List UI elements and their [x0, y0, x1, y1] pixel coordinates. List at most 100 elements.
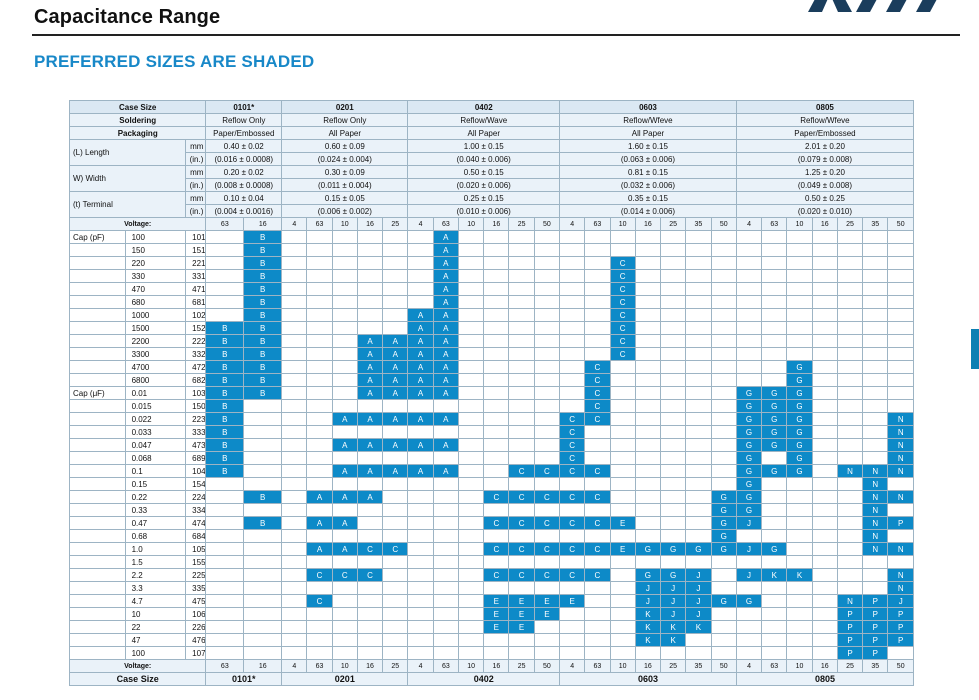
empty-cell: [356, 620, 384, 634]
voltage-value: 16: [356, 659, 384, 673]
empty-cell: [483, 477, 510, 491]
empty-cell: [634, 646, 662, 660]
unit-mm: mm: [185, 165, 207, 179]
thickness-code-cell: J: [685, 607, 712, 621]
empty-cell: [331, 386, 358, 400]
dim-in: (0.010 ± 0.006): [407, 204, 561, 218]
cap-number: 0.047: [124, 438, 187, 452]
empty-cell: [508, 321, 535, 335]
thickness-code-cell: N: [836, 594, 864, 608]
dim-mm: 0.50 ± 0.15: [407, 165, 561, 179]
cap-number: 4700: [124, 360, 187, 374]
thickness-code-cell: P: [862, 607, 889, 621]
thickness-code-cell: C: [508, 542, 535, 556]
empty-cell: [609, 477, 636, 491]
thickness-code-cell: E: [508, 607, 535, 621]
voltage-value: 10: [457, 217, 485, 231]
empty-cell: [457, 594, 485, 608]
cap-value: [69, 490, 126, 504]
empty-cell: [811, 438, 838, 452]
capacitance-table: Case Size 0101* 0201 0402 0603 0805 Soldering R…: [68, 100, 915, 686]
thickness-code-cell: A: [432, 438, 459, 452]
empty-cell: [660, 399, 687, 413]
empty-cell: [281, 256, 308, 270]
cap-code: 332: [185, 347, 207, 361]
cap-value: [69, 412, 126, 426]
thickness-code-cell: B: [205, 347, 245, 361]
thickness-code-cell: A: [407, 438, 434, 452]
empty-cell: [356, 607, 384, 621]
empty-cell: [685, 477, 712, 491]
empty-cell: [559, 607, 586, 621]
voltage-value: 25: [508, 217, 535, 231]
thickness-code-cell: C: [533, 542, 561, 556]
cap-unit-label: Cap (pF): [73, 232, 105, 242]
thickness-code-cell: N: [887, 412, 914, 426]
empty-cell: [483, 269, 510, 283]
empty-cell: [432, 490, 459, 504]
empty-cell: [382, 620, 409, 634]
thickness-code-cell: G: [761, 399, 788, 413]
empty-cell: [432, 620, 459, 634]
data-row: 470 471 B A C: [69, 282, 914, 296]
voltage-value: 4: [559, 217, 586, 231]
thickness-code-cell: C: [559, 490, 586, 504]
empty-cell: [432, 646, 459, 660]
empty-cell: [609, 360, 636, 374]
empty-cell: [382, 594, 409, 608]
cap-number: 100: [124, 230, 187, 244]
empty-cell: [432, 555, 459, 569]
empty-cell: [533, 295, 561, 309]
empty-cell: [508, 347, 535, 361]
voltage-value: 25: [382, 659, 409, 673]
empty-cell: [609, 412, 636, 426]
empty-cell: [685, 373, 712, 387]
empty-cell: [457, 412, 485, 426]
empty-cell: [811, 243, 838, 257]
thickness-code-cell: C: [356, 542, 384, 556]
empty-cell: [306, 607, 333, 621]
empty-cell: [306, 451, 333, 465]
empty-cell: [735, 243, 763, 257]
cap-value: [69, 243, 126, 257]
cap-value: [69, 581, 126, 595]
cap-value: [69, 633, 126, 647]
empty-cell: [407, 503, 434, 517]
thickness-code-cell: G: [786, 399, 813, 413]
empty-cell: [243, 633, 283, 647]
thickness-code-cell: N: [887, 451, 914, 465]
empty-cell: [811, 308, 838, 322]
thickness-code-cell: G: [761, 438, 788, 452]
data-row: 2.2 225 C C C C C C C C G G J J K K N: [69, 568, 914, 582]
empty-cell: [508, 399, 535, 413]
empty-cell: [685, 451, 712, 465]
thickness-code-cell: G: [710, 516, 737, 530]
empty-cell: [559, 347, 586, 361]
thickness-code-cell: C: [331, 568, 358, 582]
thickness-code-cell: G: [735, 477, 763, 491]
empty-cell: [887, 282, 914, 296]
cap-code: 476: [185, 633, 207, 647]
thickness-code-cell: G: [786, 425, 813, 439]
cap-code: 221: [185, 256, 207, 270]
thickness-code-cell: A: [432, 230, 459, 244]
thickness-code-cell: B: [243, 360, 283, 374]
empty-cell: [609, 529, 636, 543]
empty-cell: [508, 477, 535, 491]
empty-cell: [685, 269, 712, 283]
thickness-code-cell: C: [508, 490, 535, 504]
empty-cell: [331, 529, 358, 543]
data-row: 47 476 K K P P P: [69, 633, 914, 647]
empty-cell: [710, 360, 737, 374]
thickness-code-cell: P: [862, 633, 889, 647]
empty-cell: [533, 386, 561, 400]
dim-in: (0.040 ± 0.006): [407, 152, 561, 166]
empty-cell: [634, 256, 662, 270]
cap-number: 0.33: [124, 503, 187, 517]
empty-cell: [761, 321, 788, 335]
empty-cell: [836, 542, 864, 556]
empty-cell: [483, 581, 510, 595]
empty-cell: [559, 477, 586, 491]
dim-label: (L) Length: [68, 139, 187, 166]
empty-cell: [205, 633, 245, 647]
